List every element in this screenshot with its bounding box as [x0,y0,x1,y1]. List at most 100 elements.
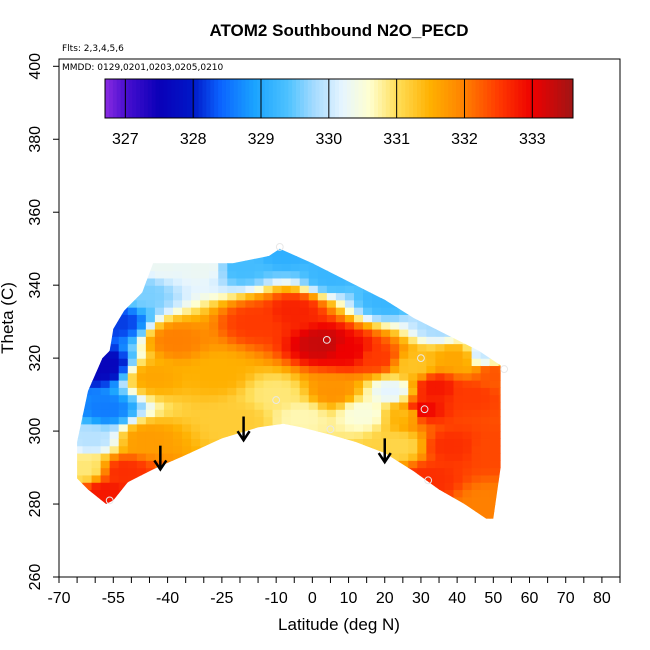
heat-cell [381,350,391,359]
heat-cell [209,423,219,432]
heat-cell [100,482,111,491]
heat-cell [154,438,165,447]
heat-cell [408,350,418,359]
heat-cell [345,519,355,527]
heat-cell [372,328,382,337]
heat-cell [435,248,446,250]
heat-cell [435,460,446,469]
heat-cell [435,438,446,447]
heat-cell [218,504,228,512]
heat-cell [426,452,437,461]
heat-cell [163,277,174,286]
heat-cell [408,467,418,476]
heat-cell [290,285,301,294]
heat-cell [435,416,446,425]
heat-cell [236,248,246,257]
heat-cell [335,467,346,476]
heat-cell [109,504,120,512]
heat-cell [245,387,256,396]
heat-cell [77,372,84,381]
heat-cell [399,438,409,447]
heat-cell [326,321,337,330]
heat-cell [399,270,409,279]
heat-cell [335,387,346,396]
heat-cell [136,255,147,264]
colorbar-segment [159,79,164,118]
heat-cell [236,409,246,418]
heat-cell [163,467,174,476]
colorbar-segment [147,79,153,118]
heat-cell [308,307,319,315]
heat-cell [408,358,418,367]
heat-cell [281,372,292,381]
heat-cell [91,285,102,294]
heat-cell [236,307,246,315]
colorbar-segment [233,79,239,118]
colorbar-segment [401,79,406,118]
heat-cell [182,409,192,418]
heat-cell [182,328,192,337]
heat-cell [372,350,382,359]
heat-cell [263,380,274,388]
heat-cell [363,474,373,483]
heat-cell [390,307,400,315]
heat-cell [82,401,93,410]
heat-cell [317,263,328,272]
heat-cell [209,328,219,337]
heat-cell [281,314,292,323]
heat-cell [218,423,228,432]
heat-cell [363,292,373,301]
heat-cell [426,423,437,432]
heat-cell [335,431,346,439]
heat-cell [426,496,437,505]
heat-cell [472,519,482,527]
heat-cell [254,255,265,264]
heat-cell [498,387,501,396]
heat-cell [227,409,237,418]
heat-cell [77,350,84,359]
heat-cell [236,519,246,527]
heat-cell [381,248,391,257]
heat-cell [254,248,265,250]
heat-cell [281,416,292,425]
heat-cell [299,248,310,257]
heat-cell [227,350,237,359]
heat-cell [209,387,219,396]
heat-cell [471,350,482,359]
heat-cell [471,431,482,439]
heat-cell [471,452,482,461]
colorbar-segment [241,79,246,118]
x-tick-label: 80 [593,590,611,607]
heat-cell [498,270,501,279]
heat-cell [200,263,210,272]
heat-cell [471,496,482,505]
heat-cell [182,460,192,469]
heat-cell [263,401,274,410]
heat-cell [498,285,501,294]
heat-cell [154,496,165,505]
heat-cell [444,438,455,447]
heat-cell [200,248,210,250]
heat-cell [489,445,500,454]
heat-cell [100,423,111,432]
colorbar-segment [495,79,500,118]
heat-cell [281,255,292,264]
heat-cell [335,263,346,272]
heat-cell [408,438,418,447]
heat-cell [245,496,256,505]
heat-cell [453,452,464,461]
heat-cell [335,328,346,337]
heat-cell [399,372,409,381]
heat-cell [200,343,210,352]
colorbar-segment [467,79,473,118]
heat-cell [254,336,265,345]
heat-cell [299,314,310,323]
heat-cell [127,263,138,272]
heat-cell [146,519,156,527]
heat-cell [173,387,183,396]
heat-cell [417,307,427,315]
heat-cell [109,270,120,279]
y-axis-label: Theta (C) [0,282,17,354]
heat-cell [344,365,355,374]
heat-cell [173,307,183,315]
